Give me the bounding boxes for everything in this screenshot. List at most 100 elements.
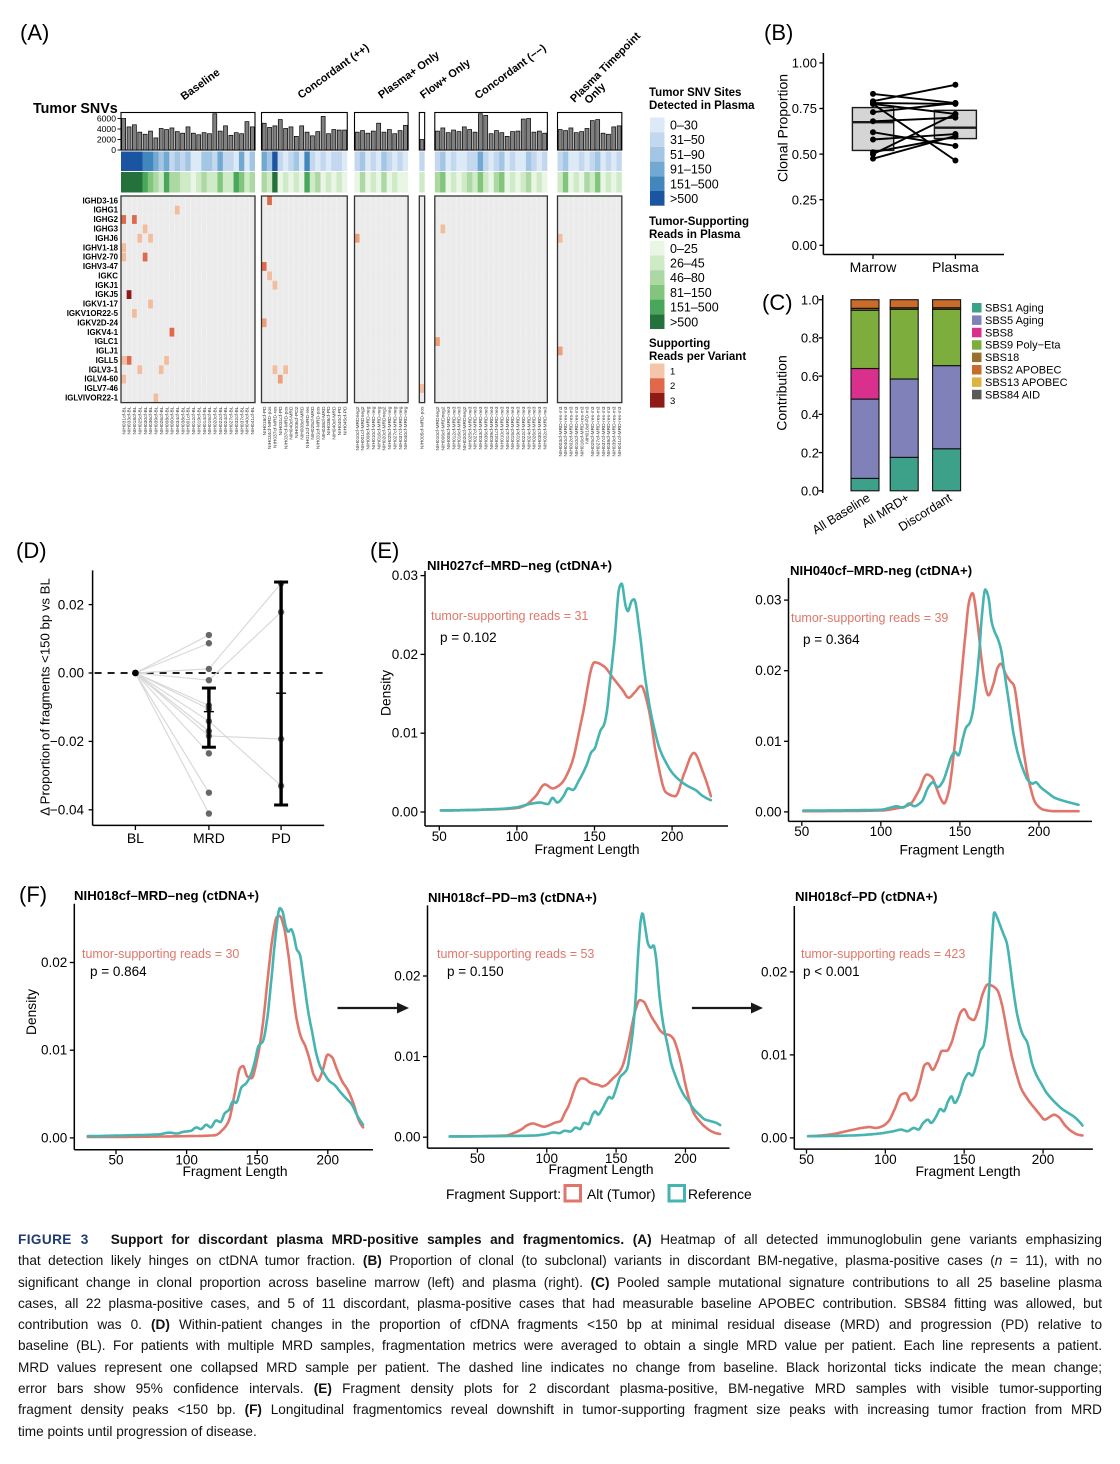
svg-text:NIH002cf-MRD-res-m3: NIH002cf-MRD-res-m3 <box>569 406 575 456</box>
svg-text:1.0: 1.0 <box>801 292 819 307</box>
svg-text:IGLV7-46: IGLV7-46 <box>84 384 118 393</box>
svg-text:SBS2 APOBEC: SBS2 APOBEC <box>985 365 1061 377</box>
svg-text:(F): (F) <box>19 882 47 907</box>
svg-text:50: 50 <box>108 1153 123 1168</box>
svg-text:NIH020cf-BL: NIH020cf-BL <box>213 406 219 434</box>
svg-text:Reads in Plasma: Reads in Plasma <box>649 229 741 241</box>
svg-text:NIH022cf-MRD-ne3: NIH022cf-MRD-ne3 <box>521 406 527 449</box>
svg-text:NIH015cf-MRD-ne3: NIH015cf-MRD-ne3 <box>510 406 516 449</box>
svg-text:NIH008cf-MRD: NIH008cf-MRD <box>299 406 305 440</box>
svg-text:NIH040cf-MRD: NIH040cf-MRD <box>289 406 295 440</box>
svg-text:46–80: 46–80 <box>670 271 705 285</box>
svg-text:tumor-supporting reads = 31: tumor-supporting reads = 31 <box>431 609 588 623</box>
svg-text:p = 0.102: p = 0.102 <box>440 630 497 645</box>
svg-text:NIH018cf-PD: NIH018cf-PD <box>262 406 268 435</box>
svg-text:Plasma: Plasma <box>932 259 979 275</box>
svg-text:NIH026cf-BL: NIH026cf-BL <box>159 406 165 434</box>
svg-text:Clonal Proportion: Clonal Proportion <box>775 74 791 182</box>
svg-text:NIH037cf-MRD-res-m3: NIH037cf-MRD-res-m3 <box>601 406 607 456</box>
svg-text:151–500: 151–500 <box>670 177 719 191</box>
svg-text:IGKJ1: IGKJ1 <box>95 281 118 290</box>
svg-text:NIH027cf-MRD-ne3: NIH027cf-MRD-ne3 <box>473 406 479 449</box>
svg-text:0.01: 0.01 <box>41 1043 67 1058</box>
svg-text:0.01: 0.01 <box>394 1049 420 1064</box>
svg-text:NIH012cf-BL: NIH012cf-BL <box>191 406 197 434</box>
svg-text:NIH040cf-MRD-res-m3: NIH040cf-MRD-res-m3 <box>563 406 569 456</box>
svg-text:0.00: 0.00 <box>394 1130 420 1145</box>
svg-text:NIH018cf–PD–m3 (ctDNA+): NIH018cf–PD–m3 (ctDNA+) <box>428 890 597 905</box>
svg-text:31–50: 31–50 <box>670 133 705 147</box>
svg-text:0–30: 0–30 <box>670 119 698 133</box>
svg-text:NIH037cf-MRD-neg: NIH037cf-MRD-neg <box>398 406 404 449</box>
svg-text:3: 3 <box>670 396 675 407</box>
svg-text:NIH012cf-MRD-ne3: NIH012cf-MRD-ne3 <box>451 406 457 449</box>
svg-text:>500: >500 <box>670 192 698 206</box>
svg-text:0.25: 0.25 <box>792 192 817 207</box>
svg-text:−0.04: −0.04 <box>50 803 85 818</box>
svg-text:NIH034cf-BL: NIH034cf-BL <box>175 406 181 434</box>
svg-text:0.50: 0.50 <box>792 147 817 162</box>
svg-text:NIH006cf-PD2: NIH006cf-PD2 <box>294 406 300 438</box>
svg-text:NIH000cf-BL: NIH000cf-BL <box>170 406 176 434</box>
svg-text:NIH008cf-MRD-neg: NIH008cf-MRD-neg <box>366 406 372 449</box>
svg-text:NIH032cf-BL: NIH032cf-BL <box>234 406 240 434</box>
svg-text:IGLL5: IGLL5 <box>96 356 119 365</box>
svg-text:Fragment Support:: Fragment Support: <box>446 1187 561 1202</box>
svg-text:NIH033cf-BL: NIH033cf-BL <box>127 406 133 434</box>
svg-text:NIH008cf-BL: NIH008cf-BL <box>164 406 170 434</box>
svg-text:100: 100 <box>874 1152 897 1167</box>
svg-text:IGKV2D-24: IGKV2D-24 <box>77 318 118 327</box>
svg-text:NIH025cf-MRD-ne3: NIH025cf-MRD-ne3 <box>467 406 473 449</box>
svg-text:NIH005cf-MRD-pos: NIH005cf-MRD-pos <box>420 406 426 449</box>
svg-text:(C): (C) <box>762 290 793 315</box>
svg-text:NIH012cf-MRD-res: NIH012cf-MRD-res <box>305 406 311 448</box>
svg-text:NIH031cf-BL: NIH031cf-BL <box>121 406 127 434</box>
svg-text:SBS1 Aging: SBS1 Aging <box>985 303 1044 315</box>
svg-text:NIH024cf-MRD-ne3: NIH024cf-MRD-ne3 <box>526 406 532 449</box>
svg-text:NIH040cf-BL: NIH040cf-BL <box>245 406 251 434</box>
svg-text:IGKJ5: IGKJ5 <box>95 290 118 299</box>
svg-text:0.00: 0.00 <box>792 238 817 253</box>
svg-text:tumor-supporting reads = 30: tumor-supporting reads = 30 <box>82 947 239 961</box>
svg-text:Detected in Plasma: Detected in Plasma <box>649 100 755 112</box>
svg-text:IGLVIVOR22-1: IGLVIVOR22-1 <box>65 394 119 403</box>
svg-text:NIH030cf-MRD-ne3: NIH030cf-MRD-ne3 <box>537 406 543 449</box>
svg-text:Marrow: Marrow <box>850 259 898 275</box>
svg-text:IGHV1-18: IGHV1-18 <box>83 243 119 252</box>
svg-text:0.00: 0.00 <box>41 1130 67 1145</box>
svg-text:NIH026cf-MRD-ne3: NIH026cf-MRD-ne3 <box>532 406 538 449</box>
svg-text:0.0: 0.0 <box>801 484 819 499</box>
svg-text:NIH040cf-PD: NIH040cf-PD <box>337 406 343 435</box>
svg-text:0.01: 0.01 <box>761 1047 787 1062</box>
svg-text:50: 50 <box>470 1151 485 1166</box>
svg-text:200: 200 <box>661 829 684 844</box>
svg-text:tumor-supporting reads = 423: tumor-supporting reads = 423 <box>801 947 965 961</box>
svg-text:Tumor SNVs: Tumor SNVs <box>33 101 118 117</box>
svg-text:IGHV3-47: IGHV3-47 <box>83 262 119 271</box>
svg-text:200: 200 <box>1028 824 1051 839</box>
svg-text:0.00: 0.00 <box>755 804 781 819</box>
svg-text:Fragment Length: Fragment Length <box>899 843 1004 858</box>
svg-text:tumor-supporting reads = 53: tumor-supporting reads = 53 <box>437 947 594 961</box>
svg-text:NIH040cf–MRD-neg (ctDNA+): NIH040cf–MRD-neg (ctDNA+) <box>790 563 972 578</box>
svg-text:81–150: 81–150 <box>670 286 712 300</box>
svg-text:NIH027cf-MRD-neg: NIH027cf-MRD-neg <box>392 406 398 449</box>
svg-text:−0.02: −0.02 <box>50 734 84 749</box>
svg-text:0.75: 0.75 <box>792 101 817 116</box>
svg-text:Reads per Variant: Reads per Variant <box>649 351 746 363</box>
svg-text:Fragment Length: Fragment Length <box>915 1164 1020 1179</box>
svg-text:NIH025cf-MRD-res-m3: NIH025cf-MRD-res-m3 <box>590 406 596 456</box>
svg-text:NIH020cf-MRDneg2: NIH020cf-MRDneg2 <box>462 406 468 450</box>
svg-text:NIH041cf-MRD-res-m3: NIH041cf-MRD-res-m3 <box>617 406 623 456</box>
svg-text:2000: 2000 <box>97 135 116 145</box>
svg-text:0.01: 0.01 <box>392 726 418 741</box>
svg-text:Concordant (++): Concordant (++) <box>296 42 372 102</box>
svg-text:100: 100 <box>535 1151 558 1166</box>
svg-text:Contribution: Contribution <box>774 355 790 431</box>
svg-text:NIH032cf-MRD-ne3: NIH032cf-MRD-ne3 <box>542 406 548 449</box>
svg-text:0.00: 0.00 <box>761 1130 787 1145</box>
svg-text:NIH045cf-PD: NIH045cf-PD <box>342 406 348 435</box>
svg-text:PD: PD <box>271 830 290 846</box>
svg-text:NIH010cf-MRD-ne3: NIH010cf-MRD-ne3 <box>500 406 506 449</box>
svg-text:NIH003cf-MRD-res-m3: NIH003cf-MRD-res-m3 <box>558 406 564 456</box>
